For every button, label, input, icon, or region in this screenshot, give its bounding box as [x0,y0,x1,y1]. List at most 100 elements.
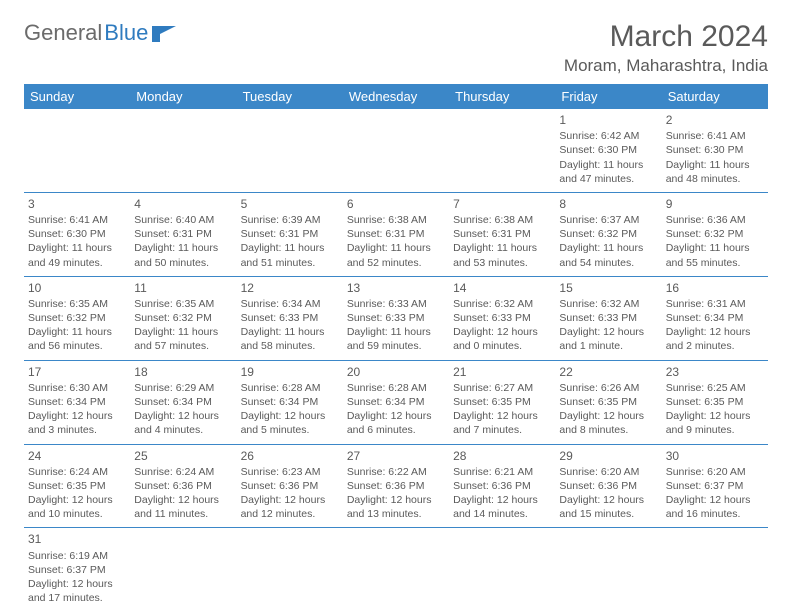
logo-text-1: General [24,20,102,46]
calendar-day-cell: 2Sunrise: 6:41 AMSunset: 6:30 PMDaylight… [662,109,768,192]
day-number: 19 [241,364,339,380]
daylight-text: and 51 minutes. [241,256,339,270]
sunrise-text: Sunrise: 6:21 AM [453,465,551,479]
calendar-day-cell: 25Sunrise: 6:24 AMSunset: 6:36 PMDayligh… [130,444,236,528]
weekday-header-row: Sunday Monday Tuesday Wednesday Thursday… [24,84,768,109]
sunrise-text: Sunrise: 6:22 AM [347,465,445,479]
sunset-text: Sunset: 6:35 PM [666,395,764,409]
calendar-day-cell: 12Sunrise: 6:34 AMSunset: 6:33 PMDayligh… [237,276,343,360]
daylight-text: Daylight: 12 hours [666,493,764,507]
daylight-text: Daylight: 11 hours [347,241,445,255]
sunrise-text: Sunrise: 6:33 AM [347,297,445,311]
sunrise-text: Sunrise: 6:41 AM [666,129,764,143]
day-number: 24 [28,448,126,464]
logo-flag-icon [152,24,178,42]
daylight-text: Daylight: 11 hours [559,158,657,172]
daylight-text: Daylight: 12 hours [241,493,339,507]
sunset-text: Sunset: 6:32 PM [666,227,764,241]
weekday-header: Saturday [662,84,768,109]
sunrise-text: Sunrise: 6:32 AM [559,297,657,311]
daylight-text: and 11 minutes. [134,507,232,521]
sunset-text: Sunset: 6:36 PM [453,479,551,493]
sunrise-text: Sunrise: 6:20 AM [559,465,657,479]
sunset-text: Sunset: 6:36 PM [134,479,232,493]
weekday-header: Thursday [449,84,555,109]
daylight-text: and 15 minutes. [559,507,657,521]
daylight-text: Daylight: 11 hours [28,325,126,339]
calendar-day-cell: 11Sunrise: 6:35 AMSunset: 6:32 PMDayligh… [130,276,236,360]
calendar-day-cell: 16Sunrise: 6:31 AMSunset: 6:34 PMDayligh… [662,276,768,360]
daylight-text: Daylight: 11 hours [559,241,657,255]
calendar-day-cell [237,528,343,611]
daylight-text: Daylight: 12 hours [134,493,232,507]
calendar-day-cell: 1Sunrise: 6:42 AMSunset: 6:30 PMDaylight… [555,109,661,192]
weekday-header: Friday [555,84,661,109]
calendar-day-cell: 18Sunrise: 6:29 AMSunset: 6:34 PMDayligh… [130,360,236,444]
sunrise-text: Sunrise: 6:32 AM [453,297,551,311]
daylight-text: Daylight: 12 hours [134,409,232,423]
daylight-text: Daylight: 12 hours [559,493,657,507]
daylight-text: and 1 minute. [559,339,657,353]
daylight-text: Daylight: 12 hours [559,325,657,339]
sunrise-text: Sunrise: 6:29 AM [134,381,232,395]
calendar-day-cell [555,528,661,611]
calendar-day-cell: 19Sunrise: 6:28 AMSunset: 6:34 PMDayligh… [237,360,343,444]
calendar-week-row: 1Sunrise: 6:42 AMSunset: 6:30 PMDaylight… [24,109,768,192]
daylight-text: and 2 minutes. [666,339,764,353]
daylight-text: and 53 minutes. [453,256,551,270]
sunrise-text: Sunrise: 6:40 AM [134,213,232,227]
day-number: 16 [666,280,764,296]
sunset-text: Sunset: 6:35 PM [28,479,126,493]
calendar-day-cell [662,528,768,611]
logo: GeneralBlue [24,20,178,46]
calendar-day-cell: 21Sunrise: 6:27 AMSunset: 6:35 PMDayligh… [449,360,555,444]
day-number: 6 [347,196,445,212]
sunrise-text: Sunrise: 6:24 AM [28,465,126,479]
sunrise-text: Sunrise: 6:23 AM [241,465,339,479]
day-number: 7 [453,196,551,212]
location: Moram, Maharashtra, India [564,56,768,76]
daylight-text: and 55 minutes. [666,256,764,270]
calendar-day-cell: 5Sunrise: 6:39 AMSunset: 6:31 PMDaylight… [237,192,343,276]
daylight-text: and 9 minutes. [666,423,764,437]
calendar-table: Sunday Monday Tuesday Wednesday Thursday… [24,84,768,611]
sunset-text: Sunset: 6:31 PM [241,227,339,241]
daylight-text: Daylight: 12 hours [453,493,551,507]
daylight-text: Daylight: 11 hours [666,241,764,255]
sunset-text: Sunset: 6:36 PM [559,479,657,493]
day-number: 27 [347,448,445,464]
calendar-day-cell: 26Sunrise: 6:23 AMSunset: 6:36 PMDayligh… [237,444,343,528]
sunset-text: Sunset: 6:37 PM [666,479,764,493]
calendar-day-cell: 4Sunrise: 6:40 AMSunset: 6:31 PMDaylight… [130,192,236,276]
sunset-text: Sunset: 6:36 PM [347,479,445,493]
day-number: 18 [134,364,232,380]
daylight-text: and 3 minutes. [28,423,126,437]
sunset-text: Sunset: 6:30 PM [28,227,126,241]
calendar-day-cell: 9Sunrise: 6:36 AMSunset: 6:32 PMDaylight… [662,192,768,276]
daylight-text: and 17 minutes. [28,591,126,605]
daylight-text: and 49 minutes. [28,256,126,270]
daylight-text: and 14 minutes. [453,507,551,521]
daylight-text: Daylight: 11 hours [241,241,339,255]
calendar-day-cell [449,109,555,192]
sunset-text: Sunset: 6:35 PM [559,395,657,409]
sunrise-text: Sunrise: 6:20 AM [666,465,764,479]
day-number: 20 [347,364,445,380]
day-number: 5 [241,196,339,212]
daylight-text: and 57 minutes. [134,339,232,353]
daylight-text: and 47 minutes. [559,172,657,186]
sunrise-text: Sunrise: 6:41 AM [28,213,126,227]
daylight-text: and 56 minutes. [28,339,126,353]
calendar-day-cell: 23Sunrise: 6:25 AMSunset: 6:35 PMDayligh… [662,360,768,444]
day-number: 28 [453,448,551,464]
sunset-text: Sunset: 6:30 PM [559,143,657,157]
calendar-day-cell: 29Sunrise: 6:20 AMSunset: 6:36 PMDayligh… [555,444,661,528]
daylight-text: Daylight: 11 hours [241,325,339,339]
sunset-text: Sunset: 6:33 PM [559,311,657,325]
calendar-week-row: 17Sunrise: 6:30 AMSunset: 6:34 PMDayligh… [24,360,768,444]
calendar-day-cell: 28Sunrise: 6:21 AMSunset: 6:36 PMDayligh… [449,444,555,528]
calendar-day-cell [130,109,236,192]
sunrise-text: Sunrise: 6:28 AM [241,381,339,395]
sunrise-text: Sunrise: 6:38 AM [453,213,551,227]
sunset-text: Sunset: 6:34 PM [666,311,764,325]
